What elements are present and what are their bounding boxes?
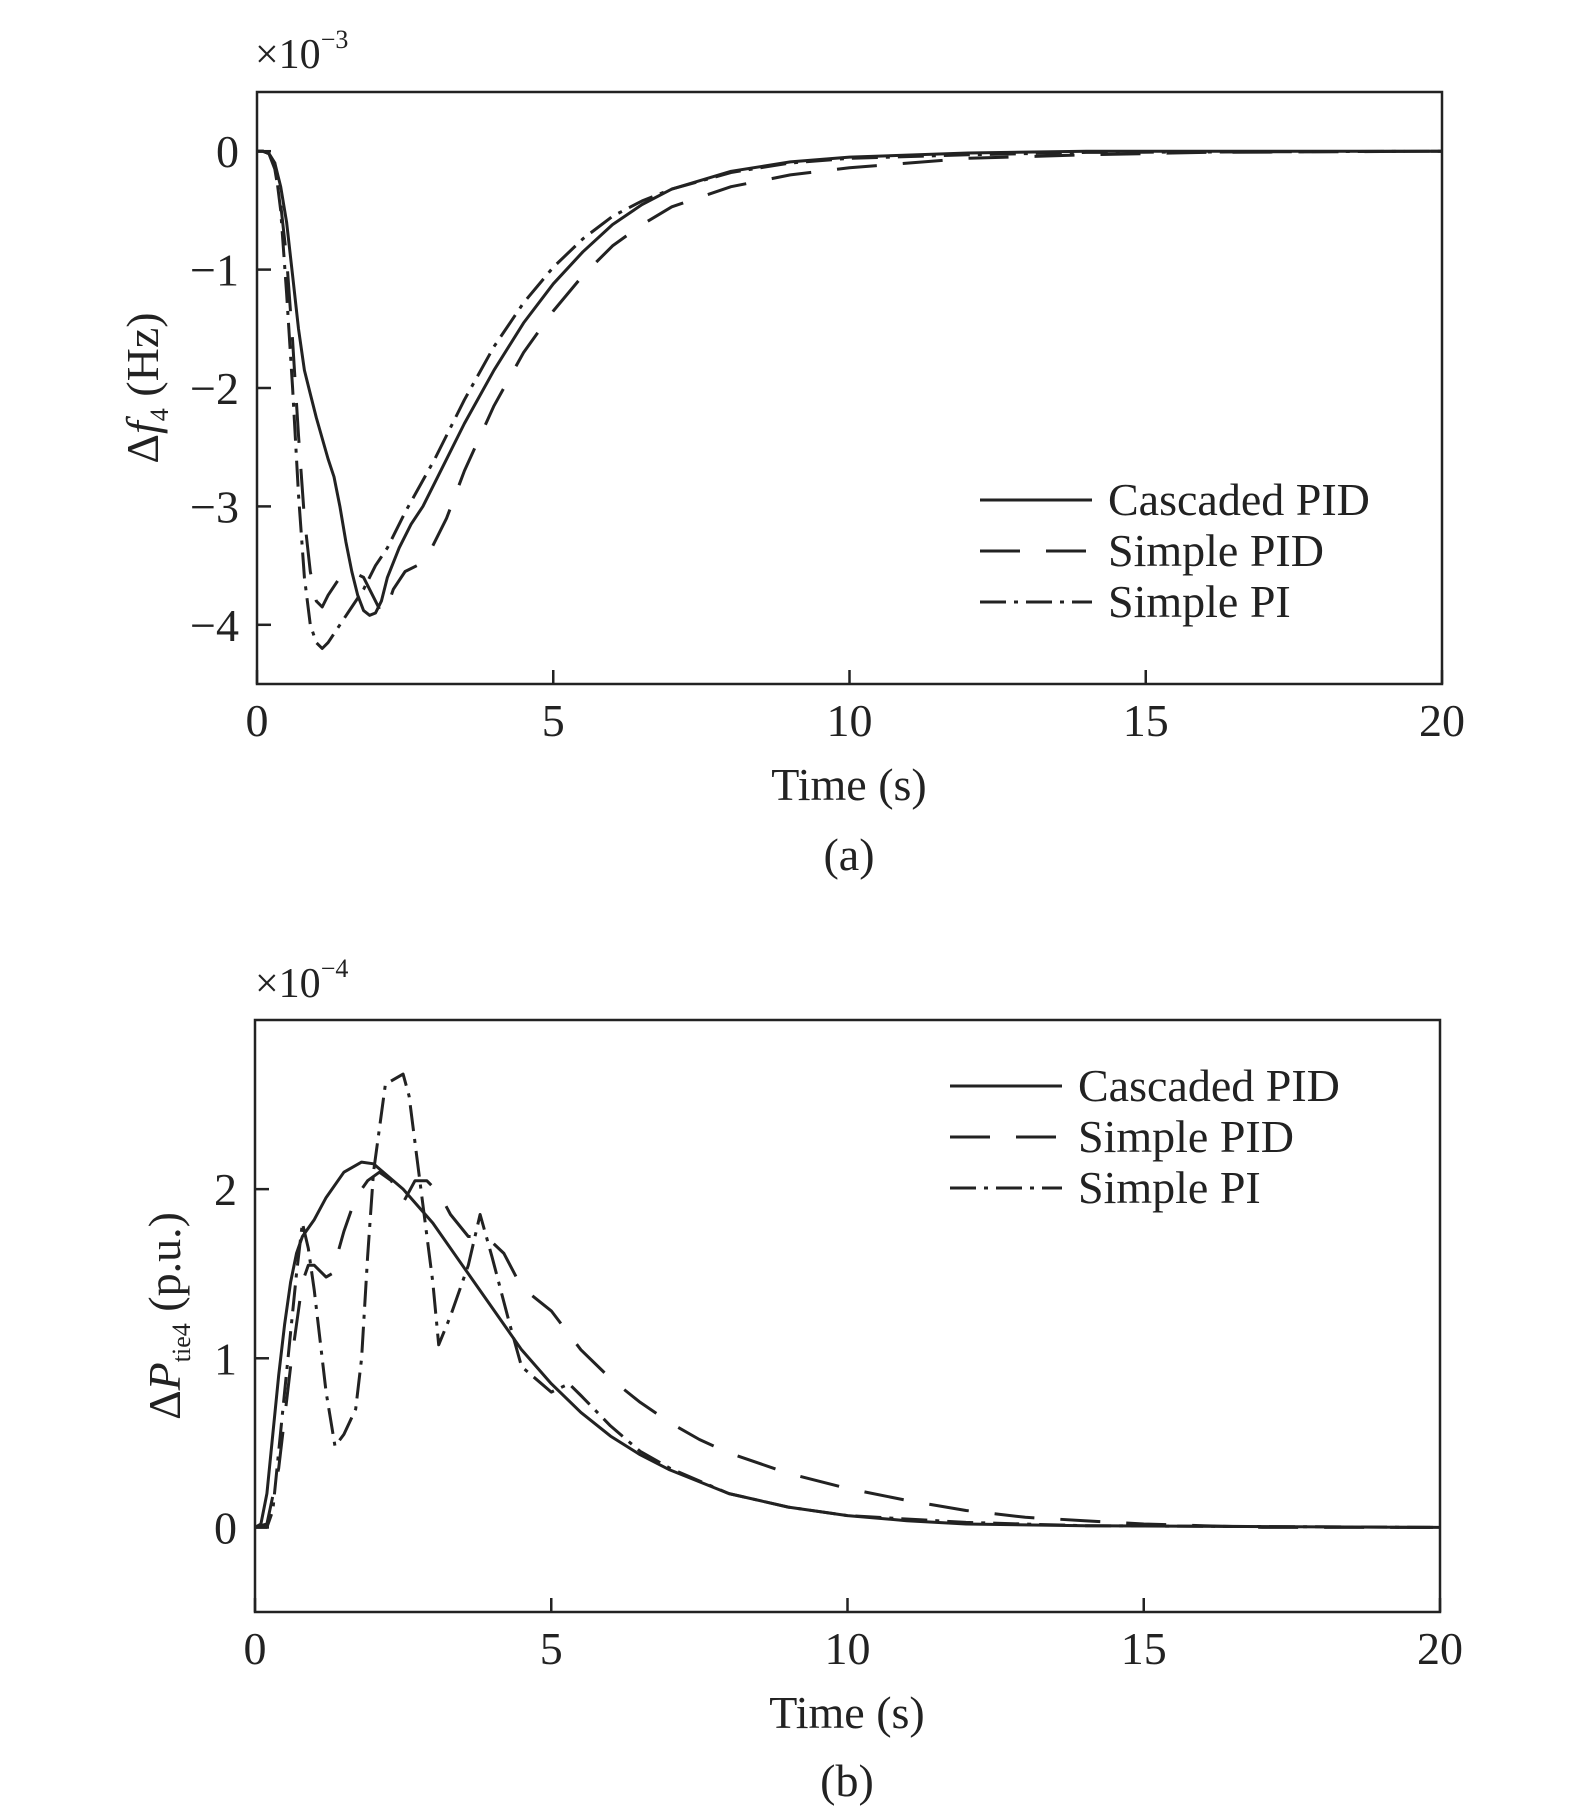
chart-b: ×10−4 0 5 10 15 20 0 1 2 ΔPtie4 (p.u.) Time (s)… [139,954,1463,1806]
x-tick-label: 10 [827,695,873,746]
x-tick-label: 20 [1417,1623,1463,1674]
x-tick-label: 15 [1123,695,1169,746]
y-axis-label: Δf4 (Hz) [117,312,174,463]
series-line-simple-pid [254,1170,1440,1529]
series-line-cascaded-pid [254,1160,1441,1529]
legend-label: Cascaded PID [1108,474,1370,525]
x-tick-label: 15 [1121,1623,1167,1674]
y-tick-label: −2 [190,363,239,414]
plot-frame [253,1018,1442,1614]
scale-factor: ×10−4 [255,954,348,1007]
ticks-group: 0 5 10 15 20 0 −1 −2 −3 −4 [190,126,1465,746]
y-tick-label: −4 [190,600,239,651]
legend-label: Simple PI [1078,1162,1261,1213]
series-line-simple-pi [255,1072,1441,1529]
plot-frame [255,90,1444,686]
x-tick-label: 10 [825,1623,871,1674]
x-tick-label: 5 [540,1623,563,1674]
panel-caption: (a) [823,829,874,880]
legend-label: Simple PID [1108,525,1324,576]
y-tick-label: 1 [214,1333,237,1384]
series-lines [254,1072,1441,1529]
x-tick-label: 0 [244,1623,267,1674]
series-lines [257,149,1443,650]
y-tick-label: 0 [216,126,239,177]
x-tick-label: 20 [1419,695,1465,746]
legend: Cascaded PID Simple PID Simple PI [980,474,1370,627]
legend: Cascaded PID Simple PID Simple PI [950,1060,1340,1213]
y-tick-label: −3 [190,481,239,532]
ticks-group: 0 5 10 15 20 0 1 2 [214,1164,1463,1674]
legend-label: Simple PI [1108,576,1291,627]
x-tick-label: 0 [246,695,269,746]
x-tick-label: 5 [542,695,565,746]
panel-caption: (b) [820,1755,874,1806]
y-tick-label: 0 [214,1502,237,1553]
legend-label: Simple PID [1078,1111,1294,1162]
x-axis-label: Time (s) [771,759,927,810]
x-axis-label: Time (s) [769,1687,925,1738]
y-tick-label: −1 [190,245,239,296]
y-axis-label: ΔPtie4 (p.u.) [139,1212,196,1420]
scale-factor: ×10−3 [255,25,348,78]
series-line-simple-pi [257,149,1443,650]
series-line-simple-pid [257,149,1443,615]
legend-label: Cascaded PID [1078,1060,1340,1111]
y-tick-label: 2 [214,1164,237,1215]
chart-a: ×10−3 0 5 10 15 20 0 −1 −2 −3 −4 Δf4 (Hz) Time (s… [117,25,1465,880]
